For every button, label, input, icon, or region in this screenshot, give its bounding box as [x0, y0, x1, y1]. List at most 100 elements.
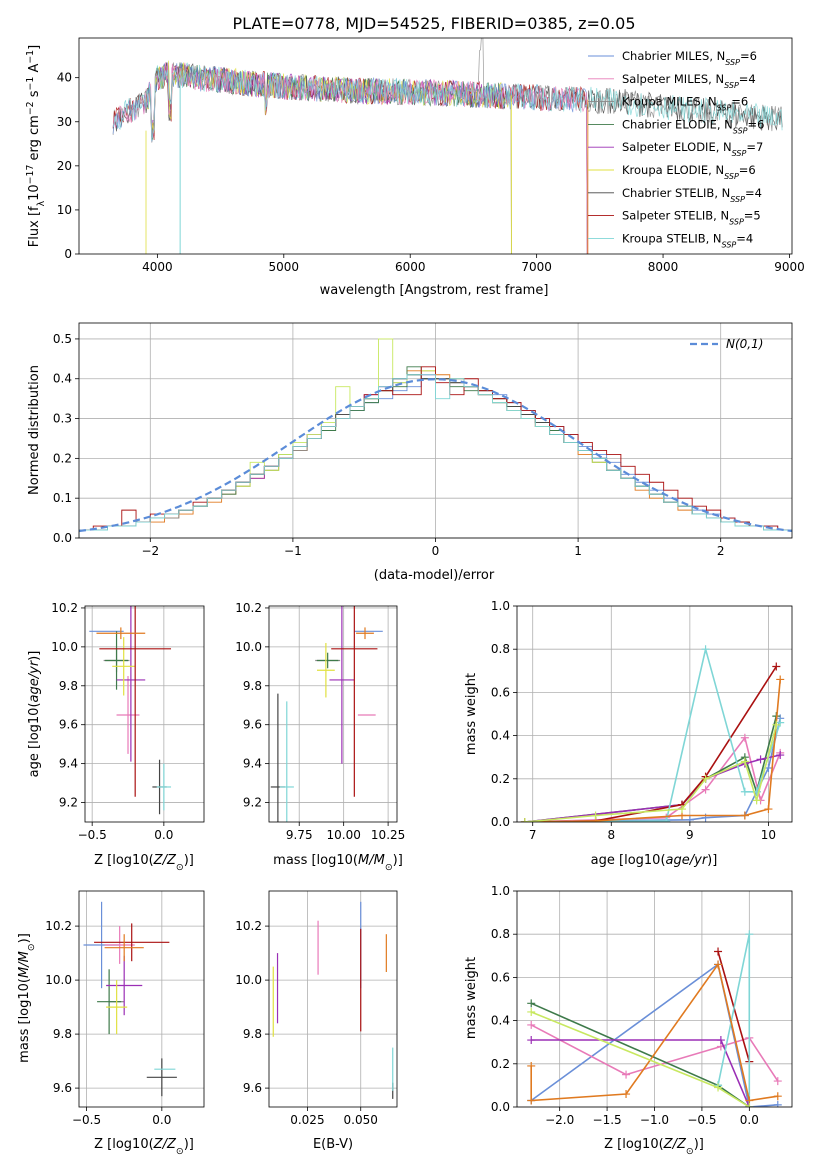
x-tick-label: 1 [574, 544, 582, 558]
spectrum-line [112, 62, 783, 141]
y-tick-label: 0.4 [53, 372, 72, 386]
y-tick-label: 0.0 [53, 531, 72, 545]
series-point [752, 796, 761, 805]
x-tick-label: 4000 [142, 260, 173, 274]
x-axis-label: wavelength [Angstrom, rest frame] [320, 283, 549, 298]
axes-frame [84, 605, 205, 823]
y-tick-label: 0 [64, 247, 72, 261]
panel-residuals: −2 −1 0 1 2 0.0 0.1 0.2 0.3 0.4 0.5 N(0,1) (data-mod… [27, 322, 793, 583]
series-line [524, 754, 781, 822]
y-tick-label: 9.6 [53, 1081, 72, 1095]
x-tick-label: 10.25 [371, 828, 405, 842]
x-tick-label: −2 [141, 544, 159, 558]
x-tick-label: 0.0 [740, 1113, 759, 1127]
legend-label: Salpeter STELIB, NSSP=5 [622, 209, 761, 227]
x-tick-label: 10 [761, 828, 776, 842]
x-tick-label: 0.0 [154, 828, 173, 842]
y-tick-label: 10 [57, 203, 72, 217]
legend-label: Chabrier MILES, NSSP=6 [622, 49, 757, 67]
series-point [701, 645, 710, 654]
series-point [776, 675, 785, 684]
axes-frame [268, 890, 398, 1108]
series-line [524, 679, 781, 822]
y-tick-label: 0.4 [491, 729, 510, 743]
x-axis-label: Z [log10(Z/Z⊙)] [94, 1137, 194, 1157]
x-tick-label: 7 [529, 828, 537, 842]
series-point [527, 999, 536, 1008]
series-point [701, 785, 710, 794]
series-point [662, 816, 671, 822]
series-point [714, 1083, 723, 1092]
x-tick-label: −2.0 [545, 1113, 574, 1127]
legend-label: Chabrier STELIB, NSSP=4 [622, 186, 762, 204]
series-point [745, 930, 754, 939]
series-line [524, 648, 781, 822]
y-tick-label: 9.8 [59, 679, 78, 693]
x-tick-label: 0 [432, 544, 440, 558]
axes-frame [78, 37, 793, 255]
plot-area-spectrum [112, 38, 783, 254]
x-tick-label: 5000 [269, 260, 300, 274]
series-line [530, 1011, 750, 1107]
y-tick-label: 9.4 [243, 757, 262, 771]
legend-label: Salpeter ELODIE, NSSP=7 [622, 140, 763, 158]
x-tick-label: −1.5 [593, 1113, 622, 1127]
series-point [714, 947, 723, 956]
y-tick-label: 9.4 [59, 757, 78, 771]
y-tick-label: 9.8 [243, 1027, 262, 1041]
plot-area-residuals [79, 338, 792, 538]
y-axis-label: Flux [fλ10−17 erg cm−2 s−1 A−1] [25, 45, 47, 247]
x-tick-label: 10.00 [326, 828, 360, 842]
series-point [685, 815, 694, 822]
x-tick-label: −1.0 [640, 1113, 669, 1127]
y-axis-label: mass [log10(M/M⊙)] [17, 933, 37, 1063]
y-tick-label: 0.2 [53, 451, 72, 465]
y-tick-label: 0.2 [491, 772, 510, 786]
panel-spectrum: 4000 5000 6000 7000 8000 9000 0 10 20 30 40 wavelen… [25, 37, 805, 298]
y-tick-label: 0.8 [491, 927, 510, 941]
x-tick-label: −0.5 [78, 828, 107, 842]
y-axis-label: Normed distribution [27, 365, 42, 495]
plot-area-mass-vs-Z [83, 901, 177, 1097]
series-point [678, 805, 686, 814]
x-tick-label: 0.0 [152, 1113, 171, 1127]
axes-frame [516, 605, 793, 823]
x-axis-label: (data-model)/error [374, 568, 495, 583]
y-axis-label: age [log10(age/yr)] [27, 651, 42, 778]
axes-frame [78, 890, 205, 1108]
series-point [520, 818, 529, 822]
legend-label: Kroupa ELODIE, NSSP=6 [622, 163, 756, 181]
series-point [772, 720, 781, 729]
series-point [527, 1036, 536, 1045]
series-point [776, 718, 785, 727]
legend-label: Kroupa MILES, NSSP=6 [622, 95, 748, 113]
y-tick-label: 10.0 [45, 973, 72, 987]
series-line [530, 962, 778, 1102]
series-point [773, 1100, 782, 1107]
histogram-step [79, 374, 792, 538]
y-tick-label: 0.6 [491, 685, 510, 699]
series-point [776, 751, 785, 760]
y-tick-label: 0.6 [491, 970, 510, 984]
y-axis-label: mass weight [464, 957, 479, 1039]
series-point [714, 960, 723, 969]
series-point [740, 811, 749, 820]
axes-frame [268, 605, 398, 823]
plot-area-age-vs-mass [270, 606, 383, 822]
x-tick-label: 0.050 [344, 1113, 378, 1127]
series-point [701, 774, 710, 783]
normal-curve [79, 378, 792, 533]
y-tick-label: 0.2 [491, 1057, 510, 1071]
y-tick-label: 10.2 [235, 601, 262, 615]
legend-label: Salpeter MILES, NSSP=4 [622, 72, 756, 90]
y-tick-label: 10.2 [235, 919, 262, 933]
series-point [527, 1020, 536, 1029]
y-tick-label: 10.0 [235, 640, 262, 654]
x-tick-label: 8 [607, 828, 615, 842]
y-tick-label: 9.2 [243, 796, 262, 810]
panel-massweight-vs-Z: −2.0 −1.5 −1.0 −0.5 0.0 0.0 0.2 0.4 0.6 0.8 1.0 Z [… [464, 884, 793, 1157]
series-point [527, 1061, 536, 1070]
series-point [740, 787, 749, 796]
y-tick-label: 0.8 [491, 642, 510, 656]
